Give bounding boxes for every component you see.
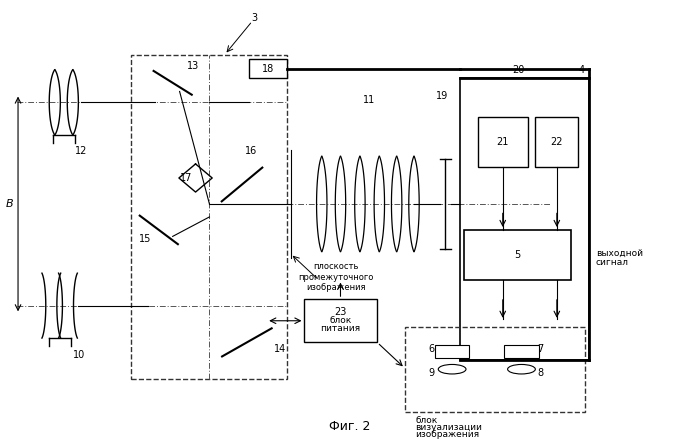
Text: 4: 4 (579, 65, 585, 75)
Text: 16: 16 (245, 146, 257, 156)
Bar (504, 345, 539, 358)
Text: 15: 15 (138, 233, 151, 244)
Text: 10: 10 (73, 350, 85, 359)
Bar (305, 299, 377, 343)
Text: сигнал: сигнал (596, 258, 628, 267)
Bar (405, 327, 585, 412)
Bar (464, 230, 571, 280)
Text: 14: 14 (274, 344, 287, 354)
Bar (535, 118, 578, 167)
Text: 6: 6 (428, 344, 434, 354)
Text: 11: 11 (363, 95, 375, 105)
Bar (478, 118, 528, 167)
Bar (131, 55, 287, 379)
Text: 19: 19 (435, 91, 448, 101)
Ellipse shape (438, 365, 466, 374)
Text: 18: 18 (261, 64, 274, 73)
Text: 5: 5 (514, 250, 521, 259)
Text: блок: блок (415, 416, 438, 425)
Text: 23: 23 (334, 307, 347, 317)
Text: изображения: изображения (415, 430, 480, 439)
Bar (249, 59, 287, 79)
Bar (435, 345, 470, 358)
Text: изображения: изображения (306, 283, 366, 292)
Text: 20: 20 (512, 65, 524, 75)
Text: визуализации: визуализации (415, 423, 482, 432)
Text: 13: 13 (187, 61, 200, 71)
Text: блок: блок (329, 316, 352, 325)
Text: 21: 21 (496, 137, 509, 147)
Text: 8: 8 (537, 368, 543, 377)
Bar (461, 79, 589, 360)
Text: питания: питания (320, 324, 361, 333)
Text: 22: 22 (551, 137, 563, 147)
Text: 3: 3 (252, 13, 257, 23)
Text: Фиг. 2: Фиг. 2 (329, 420, 370, 433)
Text: промежуточного: промежуточного (298, 273, 373, 282)
Text: 9: 9 (428, 368, 434, 377)
Text: 12: 12 (75, 146, 87, 156)
Text: 7: 7 (537, 344, 543, 354)
Ellipse shape (507, 365, 535, 374)
Text: выходной: выходной (596, 249, 642, 258)
Text: плоскость: плоскость (313, 262, 359, 271)
Text: B: B (6, 199, 13, 209)
Text: 17: 17 (180, 173, 192, 183)
